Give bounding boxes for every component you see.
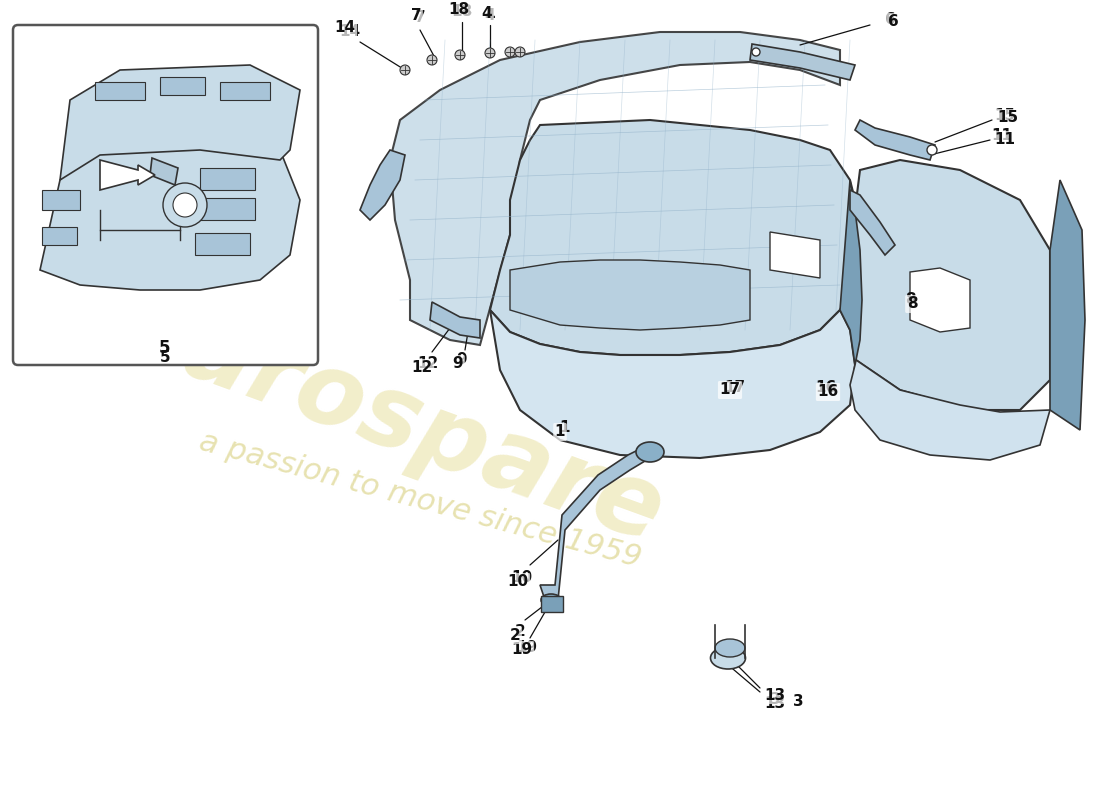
Ellipse shape [636,442,664,462]
Text: 5: 5 [160,339,170,357]
Circle shape [173,193,197,217]
Text: 4: 4 [485,7,495,22]
Text: 14: 14 [340,25,361,39]
Text: 6: 6 [884,13,895,27]
Ellipse shape [541,594,561,606]
Text: eurospare: eurospare [104,277,675,563]
Text: 9: 9 [453,357,463,371]
Text: 7: 7 [410,9,421,23]
Text: 12: 12 [417,355,439,370]
Circle shape [485,48,495,58]
Circle shape [752,48,760,56]
Text: 18: 18 [451,5,473,19]
Circle shape [505,47,515,57]
Polygon shape [360,150,405,220]
Text: 15: 15 [998,110,1019,126]
Polygon shape [910,268,970,332]
Polygon shape [150,158,178,185]
Text: 10: 10 [507,574,529,590]
Bar [42,190,80,210]
Polygon shape [770,232,820,278]
Polygon shape [840,180,862,365]
Polygon shape [60,65,300,180]
Polygon shape [1050,180,1085,430]
Bar [220,82,270,100]
Ellipse shape [715,639,745,657]
Polygon shape [540,445,650,600]
Text: 5: 5 [160,350,170,366]
Polygon shape [490,310,855,458]
Bar [95,82,145,100]
Text: 9: 9 [456,353,468,367]
Text: 1: 1 [554,425,565,439]
Text: 7: 7 [415,10,426,26]
Bar [160,77,205,95]
Text: a passion to move since 1959: a passion to move since 1959 [196,427,645,573]
Text: 18: 18 [449,2,470,18]
Text: 17: 17 [719,382,740,398]
Text: 1: 1 [560,421,570,435]
Circle shape [515,47,525,57]
Text: 6: 6 [888,14,899,30]
Text: 17: 17 [725,379,746,394]
Polygon shape [430,302,480,338]
Text: 13: 13 [764,687,785,702]
Text: 16: 16 [817,385,838,399]
Bar [42,227,77,245]
Polygon shape [390,32,840,345]
Polygon shape [510,260,750,330]
Polygon shape [40,130,300,290]
Polygon shape [855,160,1050,410]
Text: 13: 13 [764,697,785,711]
Text: 16: 16 [815,381,837,395]
Bar [200,198,255,220]
Polygon shape [850,360,1050,460]
Circle shape [400,65,410,75]
Circle shape [163,183,207,227]
Polygon shape [855,120,935,160]
Bar [200,168,255,190]
Text: 8: 8 [904,293,915,307]
Text: 2: 2 [515,625,526,639]
Text: 10: 10 [512,570,532,586]
Ellipse shape [711,647,746,669]
Text: 15: 15 [994,109,1015,123]
Bar [195,233,250,255]
Bar [541,596,563,612]
Text: 11: 11 [994,133,1015,147]
Polygon shape [490,120,860,355]
Text: 3: 3 [770,693,780,707]
Circle shape [927,145,937,155]
Text: 14: 14 [334,21,355,35]
Text: 8: 8 [906,297,917,311]
Polygon shape [750,44,855,80]
Text: 19: 19 [512,642,532,658]
Text: 11: 11 [991,129,1012,143]
Polygon shape [850,190,895,255]
Polygon shape [100,160,155,190]
Circle shape [427,55,437,65]
Text: 4: 4 [482,6,493,21]
Text: 3: 3 [793,694,803,710]
Text: 12: 12 [411,361,432,375]
FancyBboxPatch shape [13,25,318,365]
Circle shape [455,50,465,60]
Text: 19: 19 [516,641,538,655]
Text: 2: 2 [509,627,520,642]
